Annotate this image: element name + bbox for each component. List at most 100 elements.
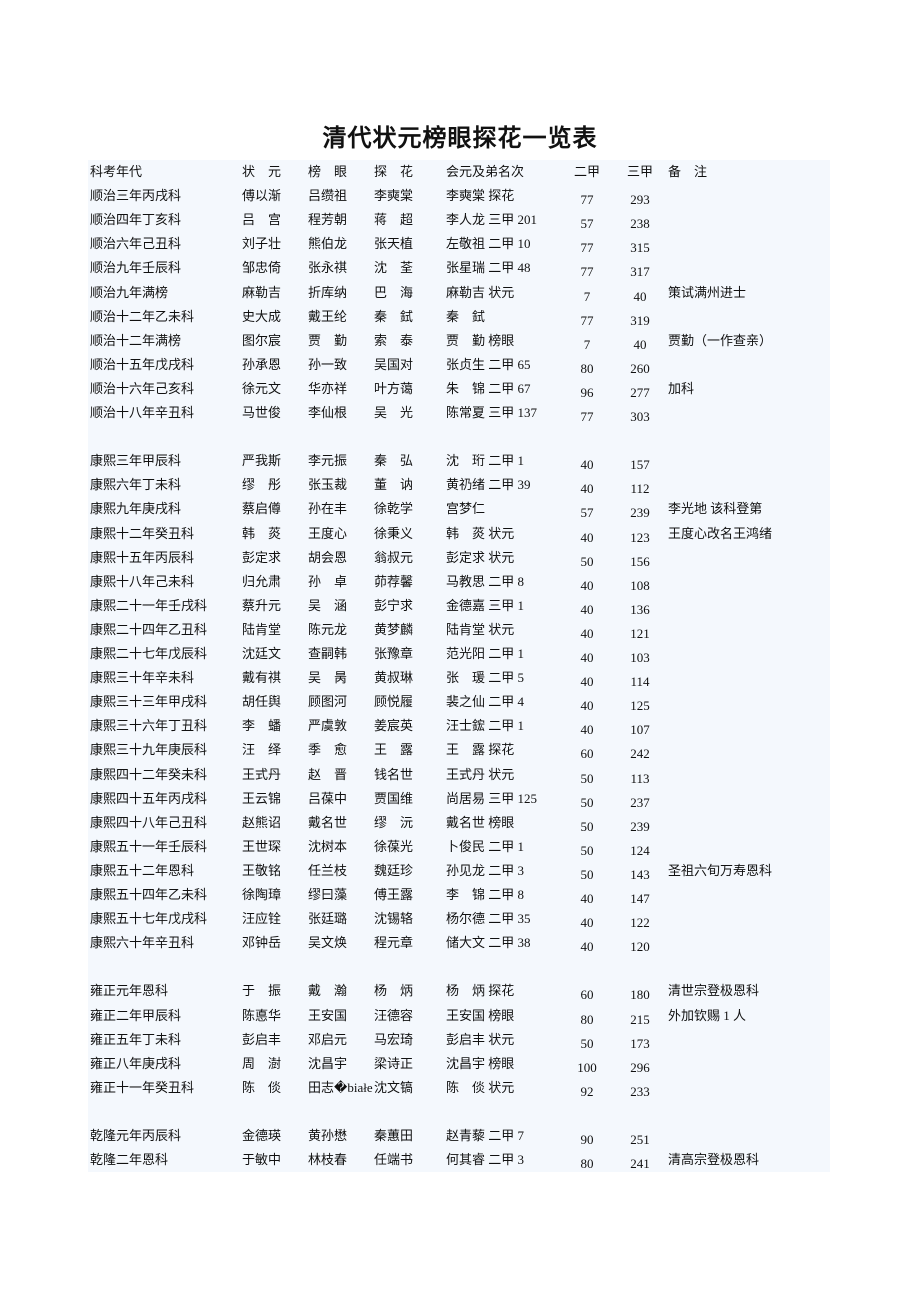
cell-exam-year: 康熙六十年辛丑科 (90, 935, 195, 951)
cell-exam-year: 康熙三十年辛未科 (90, 670, 195, 686)
cell-exam-year: 乾隆元年丙辰科 (90, 1128, 182, 1143)
cell-bangyan: 熊伯龙 (308, 236, 348, 252)
cell-bangyan: 吴文焕 (308, 935, 348, 951)
cell-zhuangyuan: 缪 彤 (242, 477, 282, 493)
cell-bangyan: 沈昌宇 (308, 1055, 348, 1071)
cell-erjia-count: 50 (580, 770, 594, 786)
cell-exam-year: 康熙四十八年己丑科 (90, 814, 208, 830)
table-row: 乾隆元年丙辰科 金德瑛 黄孙懋 秦蕙田 赵青藜 二甲 7 90 251 (88, 1124, 830, 1148)
cell-erjia-count: 40 (580, 529, 594, 545)
cell-huiyuan-rank: 马教思 二甲 8 (446, 573, 525, 589)
cell-erjia-count: 7 (583, 288, 591, 304)
cell-sanjia-count: 147 (630, 891, 650, 906)
cell-erjia-count: 40 (580, 698, 594, 714)
page-title: 清代状元榜眼探花一览表 (322, 126, 598, 152)
cell-exam-year: 顺治九年壬辰科 (90, 260, 182, 276)
cell-tanhua: 黄叔琳 (374, 670, 414, 686)
cell-bangyan: 吴 涵 (308, 597, 348, 613)
cell-sanjia-count: 251 (630, 1132, 650, 1147)
cell-exam-year: 顺治十五年戊戌科 (90, 356, 195, 372)
cell-huiyuan-rank: 张星瑞 二甲 48 (446, 260, 531, 276)
table-row: 康熙四十二年癸未科 王式丹 赵 晋 钱名世 王式丹 状元 50 113 (88, 763, 830, 787)
cell-exam-year: 顺治十六年己亥科 (90, 380, 195, 396)
cell-exam-year: 康熙二十一年壬戌科 (90, 597, 208, 613)
table-row: 康熙五十一年壬辰科 王世琛 沈树本 徐葆光 卜俊民 二甲 1 50 124 (88, 835, 830, 859)
cell-tanhua: 叶方蔼 (374, 380, 414, 396)
cell-erjia-count: 40 (580, 457, 594, 473)
cell-huiyuan-rank: 沈昌宇 榜眼 (446, 1055, 515, 1071)
cell-zhuangyuan: 陈悳华 (242, 1007, 282, 1023)
cell-remark: 加科 (668, 380, 695, 396)
cell-sanjia-count: 157 (630, 457, 650, 473)
table-row: 雍正元年恩科 于 振 戴 瀚 杨 炳 杨 炳 探花 60 180 清世宗登极恩科 (88, 979, 830, 1003)
cell-huiyuan-rank: 麻勒吉 状元 (446, 284, 515, 300)
cell-exam-year: 康熙二十四年乙丑科 (90, 621, 208, 637)
cell-tanhua: 张天植 (374, 236, 414, 252)
cell-sanjia-count: 242 (630, 746, 650, 762)
table-row: 顺治十八年辛丑科 马世俊 李仙根 吴 光 陈常夏 三甲 137 77 303 (88, 401, 830, 425)
cell-erjia-count: 50 (580, 553, 594, 569)
cell-exam-year: 康熙三十六年丁丑科 (90, 718, 208, 734)
cell-sanjia-count: 293 (630, 192, 650, 208)
cell-bangyan: 华亦祥 (308, 380, 348, 396)
cell-erjia-count: 40 (580, 722, 594, 738)
cell-bangyan: 查嗣韩 (308, 646, 348, 661)
cell-sanjia-count: 103 (630, 650, 650, 665)
cell-bangyan: 吕葆中 (308, 790, 348, 806)
cell-tanhua: 黄梦麟 (374, 621, 414, 637)
table-row: 康熙九年庚戌科 蔡启僔 孙在丰 徐乾学 宫梦仁 57 239 李光地 该科登第 (88, 497, 830, 521)
cell-tanhua: 姜宸英 (374, 718, 414, 734)
cell-sanjia-count: 112 (630, 481, 650, 497)
cell-sanjia-count: 107 (630, 722, 650, 738)
cell-zhuangyuan: 陆肯堂 (242, 621, 282, 637)
cell-bangyan: 胡会恩 (308, 549, 348, 565)
cell-huiyuan-rank: 尚居易 三甲 125 (446, 790, 538, 806)
table-row: 康熙三十年辛未科 戴有祺 吴 昺 黄叔琳 张 瑗 二甲 5 40 114 (88, 666, 830, 690)
table-row: 康熙四十五年丙戌科 王云锦 吕葆中 贾国维 尚居易 三甲 125 50 237 (88, 787, 830, 811)
cell-erjia-count: 50 (580, 818, 594, 834)
cell-sanjia-count: 143 (630, 866, 650, 882)
cell-tanhua: 沈锡辂 (374, 911, 414, 927)
cell-sanjia-count: 239 (630, 505, 650, 521)
table-row: 康熙十五年丙辰科 彭定求 胡会恩 翁叔元 彭定求 状元 50 156 (88, 546, 830, 570)
cell-huiyuan-rank: 范光阳 二甲 1 (446, 646, 525, 661)
header-zhuangyuan: 状 元 (242, 164, 282, 179)
cell-bangyan: 戴 瀚 (308, 983, 348, 999)
cell-huiyuan-rank: 朱 锦 二甲 67 (446, 380, 531, 396)
cell-exam-year: 康熙五十二年恩科 (90, 862, 195, 878)
header-tanhua: 探 花 (374, 164, 414, 179)
cell-huiyuan-rank: 汪士鋐 二甲 1 (446, 718, 525, 734)
cell-tanhua: 董 讷 (374, 477, 414, 493)
cell-bangyan: 吴 昺 (308, 670, 348, 686)
cell-exam-year: 乾隆二年恩科 (90, 1152, 169, 1168)
table-row: 顺治九年壬辰科 邹忠倚 张永祺 沈 荃 张星瑞 二甲 48 77 317 (88, 256, 830, 280)
table-row: 康熙二十七年戊辰科 沈廷文 查嗣韩 张豫章 范光阳 二甲 1 40 103 (88, 642, 830, 666)
cell-huiyuan-rank: 陆肯堂 状元 (446, 621, 515, 637)
cell-erjia-count: 77 (580, 192, 594, 208)
cell-tanhua: 汪德容 (374, 1007, 414, 1023)
cell-bangyan: 孙在丰 (308, 501, 348, 517)
results-table: 科考年代状 元榜 眼探 花会元及弟名次 二甲 三甲备 注顺治三年丙戌科 傅以渐 吕缵祖李… (88, 160, 830, 1172)
cell-bangyan: 邓启元 (308, 1031, 348, 1047)
cell-sanjia-count: 241 (630, 1156, 650, 1172)
cell-sanjia-count: 277 (630, 384, 650, 400)
cell-bangyan: 缪曰藻 (308, 887, 348, 902)
cell-tanhua: 秦蕙田 (374, 1128, 414, 1143)
cell-zhuangyuan: 刘子壮 (242, 236, 282, 252)
cell-tanhua: 徐葆光 (374, 838, 414, 854)
cell-bangyan: 沈树本 (308, 838, 348, 854)
cell-bangyan: 田志�białe (308, 1079, 373, 1095)
cell-bangyan: 黄孙懋 (308, 1128, 348, 1143)
cell-zhuangyuan: 马世俊 (242, 405, 282, 420)
cell-erjia-count: 80 (580, 360, 594, 376)
cell-zhuangyuan: 蔡启僔 (242, 501, 282, 517)
header-remark: 备 注 (668, 164, 708, 179)
cell-tanhua: 任端书 (374, 1152, 414, 1168)
cell-sanjia-count: 121 (630, 625, 650, 641)
cell-huiyuan-rank: 宫梦仁 (446, 501, 486, 517)
cell-zhuangyuan: 胡任舆 (242, 694, 282, 710)
cell-huiyuan-rank: 李人龙 三甲 201 (446, 212, 538, 228)
cell-huiyuan-rank: 何其睿 二甲 3 (446, 1152, 525, 1168)
cell-bangyan: 张玉裁 (308, 477, 348, 493)
header-bangyan: 榜 眼 (308, 164, 348, 179)
